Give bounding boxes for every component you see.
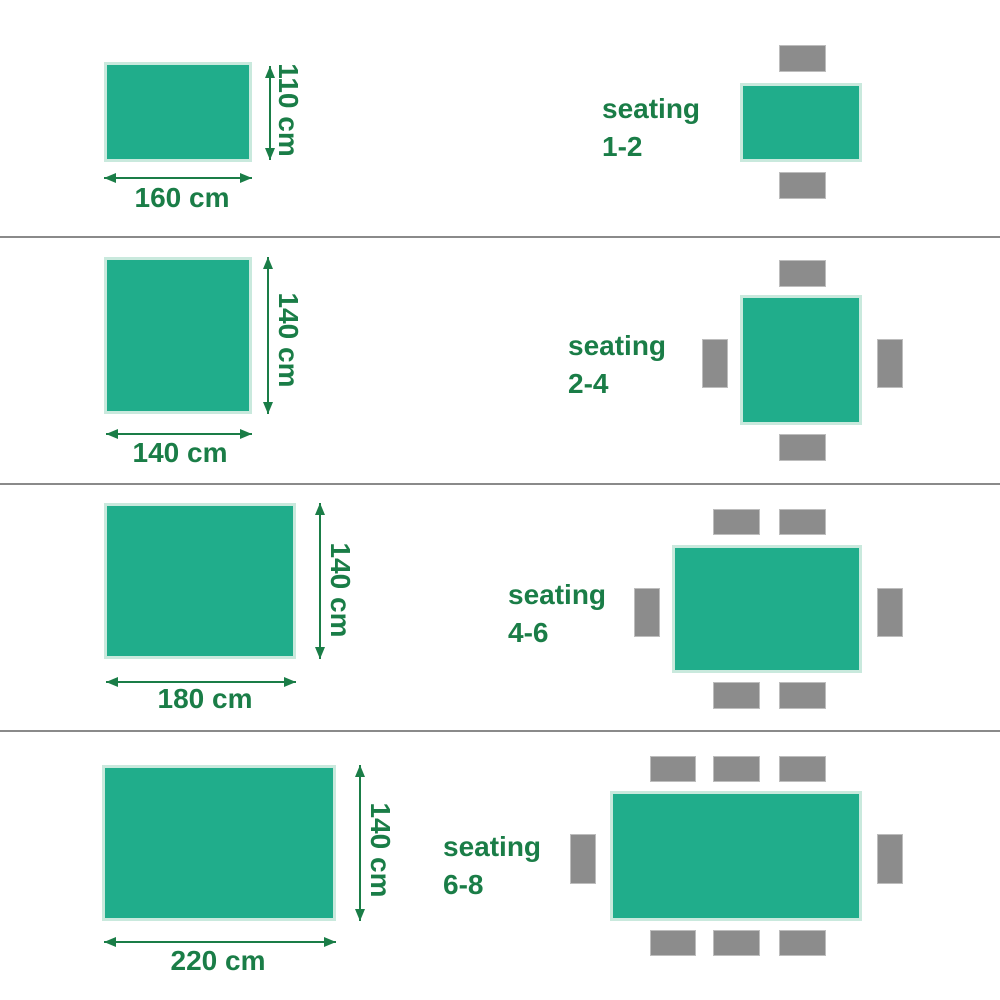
width-arrow xyxy=(104,173,252,183)
chair xyxy=(713,930,760,956)
seating-range: 4-6 xyxy=(508,617,549,648)
seating-word: seating xyxy=(568,330,667,361)
chair xyxy=(713,682,760,709)
seating-label: seating 2-4 xyxy=(568,327,666,403)
chair xyxy=(779,930,826,956)
width-label: 140 cm xyxy=(132,437,228,468)
seating-label: seating 6-8 xyxy=(443,828,541,904)
chair xyxy=(779,434,826,461)
chair xyxy=(779,682,826,709)
depth-label: 140 cm xyxy=(365,802,396,898)
seating-word: seating xyxy=(508,579,607,610)
table-top-view xyxy=(104,257,252,414)
seating-range: 1-2 xyxy=(602,131,643,162)
depth-arrow xyxy=(265,66,275,160)
seating-table xyxy=(610,791,862,921)
seating-label: seating 4-6 xyxy=(508,576,606,652)
table-top-view xyxy=(104,62,252,162)
seating-table xyxy=(740,295,862,425)
seating-range: 2-4 xyxy=(568,368,609,399)
seating-range: 6-8 xyxy=(443,869,484,900)
chair xyxy=(877,834,903,884)
chair xyxy=(650,930,696,956)
section-divider xyxy=(0,483,1000,485)
seating-table xyxy=(672,545,862,673)
chair xyxy=(877,588,903,637)
chair xyxy=(702,339,728,388)
chair xyxy=(779,509,826,535)
depth-arrow xyxy=(355,765,365,921)
width-label: 160 cm xyxy=(134,182,230,213)
chair xyxy=(779,45,826,72)
depth-label: 140 cm xyxy=(273,292,304,388)
chair xyxy=(877,339,903,388)
chair xyxy=(713,509,760,535)
section-divider xyxy=(0,236,1000,238)
width-arrow xyxy=(106,677,296,687)
width-arrow xyxy=(106,429,252,439)
chair xyxy=(634,588,660,637)
seating-table xyxy=(740,83,862,162)
chair xyxy=(650,756,696,782)
depth-label: 140 cm xyxy=(325,542,356,638)
width-label: 220 cm xyxy=(170,945,266,976)
chair xyxy=(779,172,826,199)
seating-word: seating xyxy=(443,831,542,862)
depth-arrow xyxy=(263,257,273,414)
depth-label: 110 cm xyxy=(273,63,304,157)
depth-arrow xyxy=(315,503,325,659)
chair xyxy=(713,756,760,782)
table-top-view xyxy=(104,503,296,659)
chair xyxy=(779,260,826,287)
width-arrow xyxy=(104,937,336,947)
chair xyxy=(779,756,826,782)
seating-word: seating xyxy=(602,93,701,124)
section-divider xyxy=(0,730,1000,732)
seating-label: seating 1-2 xyxy=(602,90,700,166)
table-top-view xyxy=(102,765,336,921)
width-label: 180 cm xyxy=(157,683,253,714)
chair xyxy=(570,834,596,884)
